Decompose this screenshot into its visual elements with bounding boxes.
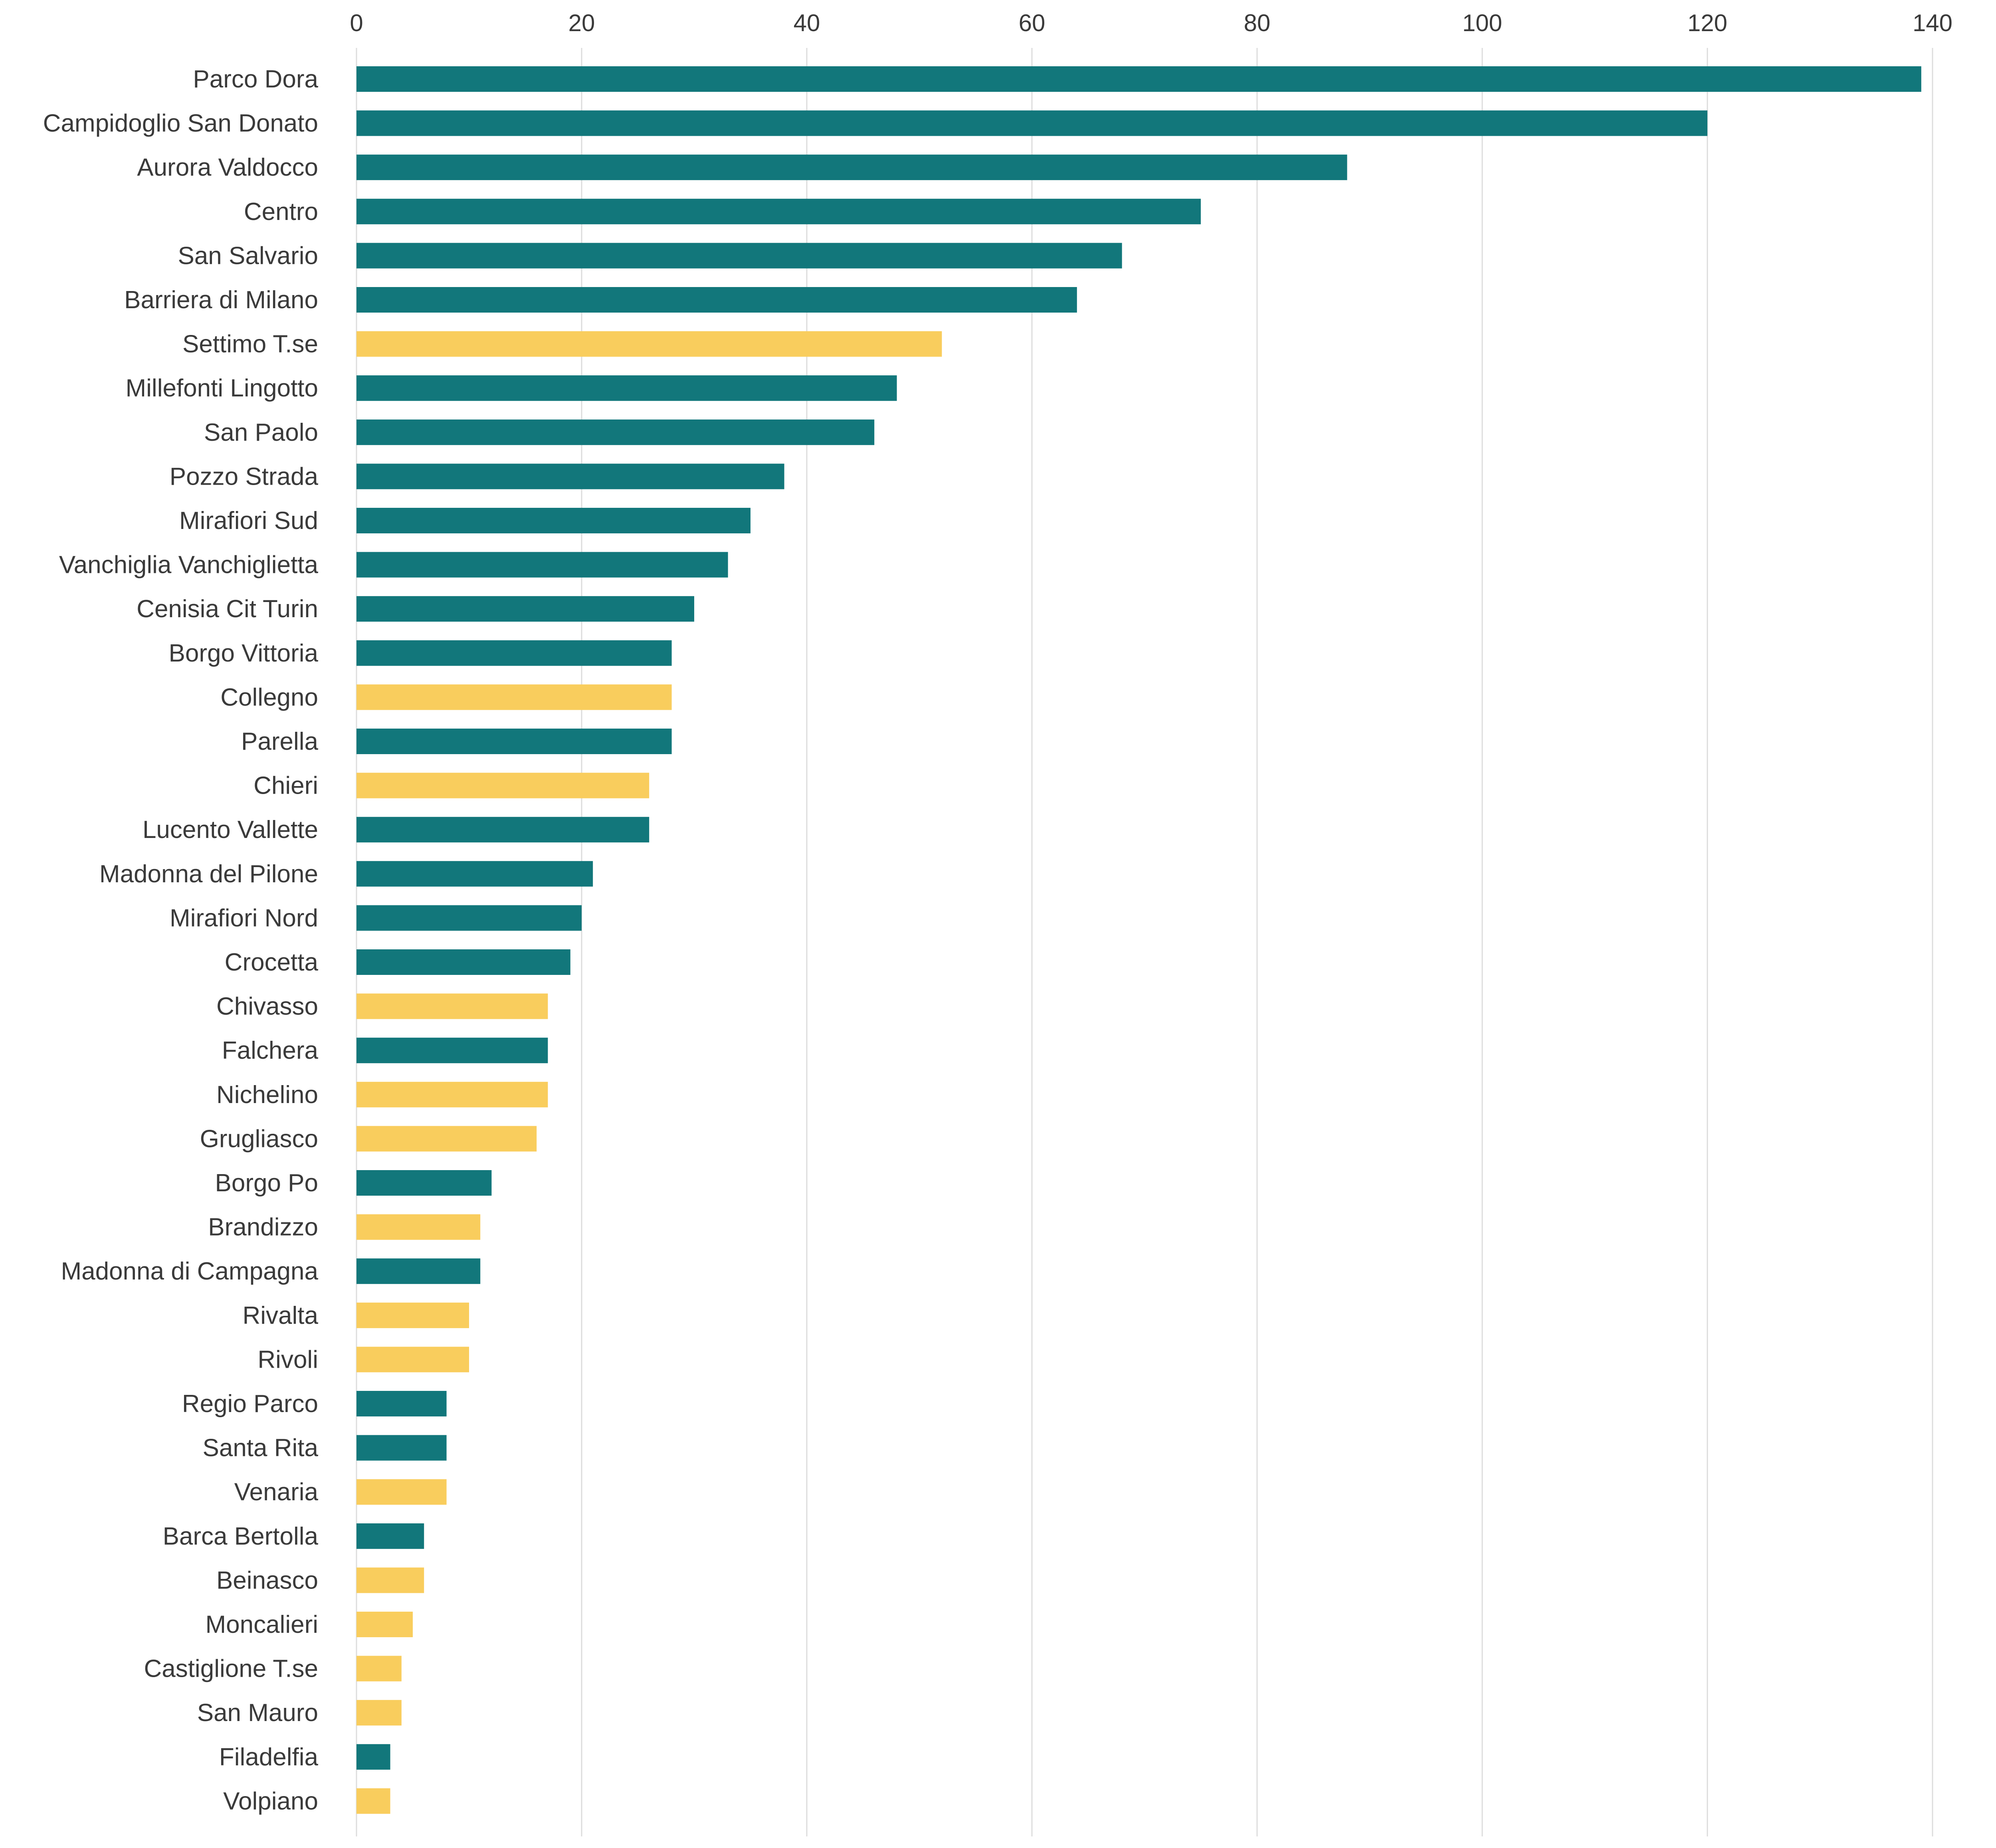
bar — [356, 1038, 548, 1064]
category-label: Castiglione T.se — [144, 1655, 318, 1683]
category-label: Vanchiglia Vanchiglietta — [59, 551, 319, 579]
category-label: Borgo Vittoria — [168, 640, 318, 667]
category-label: Grugliasco — [200, 1125, 318, 1153]
category-label: Cenisia Cit Turin — [137, 595, 318, 623]
category-label: Pozzo Strada — [170, 463, 319, 490]
category-label: Borgo Po — [215, 1169, 318, 1197]
category-label: Chivasso — [216, 993, 318, 1020]
bar — [356, 1656, 402, 1682]
bar — [356, 1744, 390, 1770]
bar — [356, 463, 784, 489]
gridlines — [356, 48, 1933, 1836]
category-label: Regio Parco — [182, 1390, 318, 1418]
category-label: Mirafiori Nord — [170, 904, 318, 932]
category-label: Collegno — [220, 683, 318, 711]
bar — [356, 1479, 447, 1505]
category-label: Millefonti Lingotto — [126, 374, 319, 402]
bar — [356, 1700, 402, 1726]
bar — [356, 110, 1707, 136]
bar — [356, 1214, 481, 1240]
category-label: Parella — [241, 728, 319, 755]
bars — [356, 66, 1921, 1814]
x-tick-label: 80 — [1244, 10, 1271, 36]
x-tick-label: 140 — [1913, 10, 1952, 36]
category-labels: Parco Dora Campidoglio San Donato Aurora V… — [43, 65, 319, 1815]
bar — [356, 198, 1201, 224]
bar — [356, 154, 1347, 180]
category-label: Barriera di Milano — [124, 286, 318, 314]
category-label: Campidoglio San Donato — [43, 110, 318, 137]
category-label: Venaria — [234, 1478, 319, 1506]
bar — [356, 1788, 390, 1814]
category-label: Madonna di Campagna — [61, 1258, 318, 1285]
bar — [356, 1170, 492, 1196]
bar — [356, 1347, 469, 1373]
category-label: Rivalta — [242, 1302, 318, 1329]
bar — [356, 1523, 424, 1549]
x-tick-label: 0 — [350, 10, 363, 36]
category-label: Centro — [244, 198, 318, 226]
category-label: Rivoli — [257, 1346, 318, 1373]
bar — [356, 331, 942, 357]
x-tick-label: 100 — [1462, 10, 1502, 36]
bar — [356, 684, 672, 710]
bar — [356, 1258, 481, 1284]
bar — [356, 729, 672, 754]
bar — [356, 861, 593, 887]
bar — [356, 1612, 413, 1637]
category-label: San Mauro — [197, 1699, 318, 1727]
bar — [356, 949, 570, 975]
category-label: Barca Bertolla — [163, 1523, 319, 1550]
bar — [356, 287, 1077, 313]
category-label: Parco Dora — [193, 65, 318, 93]
x-tick-label: 20 — [568, 10, 595, 36]
bar — [356, 419, 875, 445]
category-label: Brandizzo — [208, 1214, 318, 1241]
x-axis-ticks: 0 20 40 60 80 100 120 140 — [350, 10, 1952, 36]
bar — [356, 66, 1921, 92]
category-label: Mirafiori Sud — [179, 507, 318, 535]
category-label: Lucento Vallette — [143, 816, 318, 844]
x-tick-label: 40 — [794, 10, 820, 36]
category-label: Volpiano — [223, 1787, 318, 1815]
category-label: San Salvario — [178, 242, 318, 269]
bar — [356, 1391, 447, 1416]
category-label: Settimo T.se — [182, 331, 318, 358]
bar — [356, 552, 728, 578]
category-label: Moncalieri — [205, 1611, 318, 1638]
bar — [356, 1126, 537, 1152]
category-label: Filadelfia — [219, 1743, 319, 1771]
category-label: Falchera — [222, 1037, 319, 1064]
bar — [356, 1567, 424, 1593]
category-label: Crocetta — [225, 949, 319, 976]
bar — [356, 508, 750, 533]
category-label: San Paolo — [204, 419, 318, 446]
x-tick-label: 120 — [1687, 10, 1727, 36]
bar — [356, 772, 649, 798]
category-label: Aurora Valdocco — [137, 154, 318, 181]
bar — [356, 1302, 469, 1328]
bar — [356, 1081, 548, 1107]
category-label: Nichelino — [216, 1081, 318, 1109]
bar — [356, 596, 694, 622]
bar — [356, 905, 582, 931]
category-label: Santa Rita — [202, 1434, 318, 1462]
category-label: Chieri — [253, 772, 318, 800]
bar — [356, 817, 649, 843]
category-label: Madonna del Pilone — [99, 860, 318, 888]
bar — [356, 640, 672, 666]
bar — [356, 375, 897, 401]
x-tick-label: 60 — [1019, 10, 1046, 36]
bar — [356, 1435, 447, 1461]
bar — [356, 993, 548, 1019]
bar — [356, 243, 1122, 269]
category-label: Beinasco — [216, 1567, 318, 1594]
